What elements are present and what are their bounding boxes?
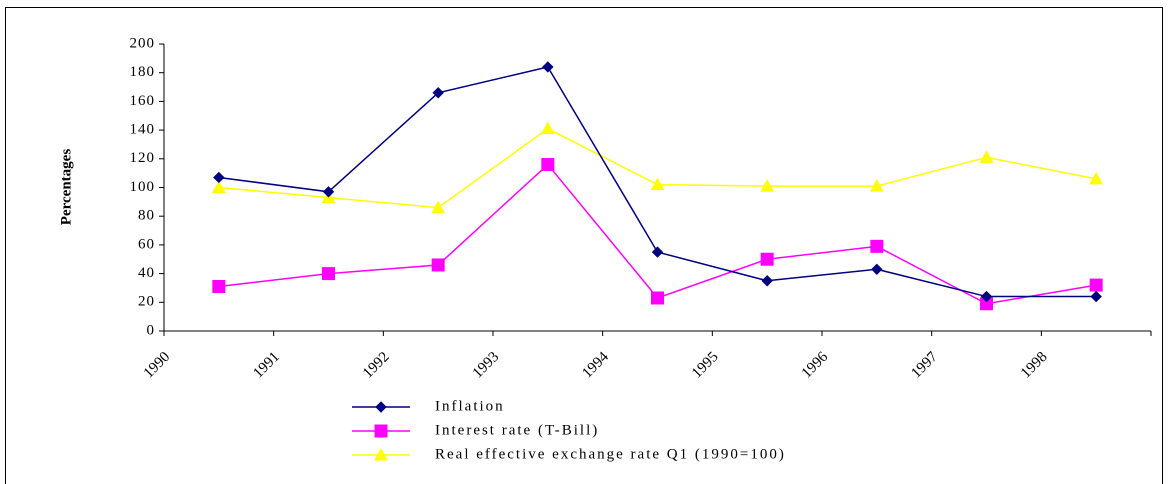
data-point [870, 239, 884, 253]
legend-label: Interest rate (T-Bill) [435, 422, 599, 438]
data-point [431, 200, 446, 214]
data-point [541, 158, 555, 172]
data-point [540, 121, 555, 135]
data-point [651, 291, 664, 305]
legend-marker [375, 401, 387, 413]
y-tick-label: 40 [138, 265, 155, 281]
y-tick-label: 160 [130, 93, 156, 109]
data-point [542, 61, 554, 73]
legend-marker [374, 447, 388, 461]
y-tick-label: 180 [130, 64, 156, 80]
y-axis-label: Percentages [58, 149, 74, 226]
data-point [980, 290, 993, 303]
y-tick-label: 0 [147, 322, 156, 338]
chart-border [5, 7, 1163, 484]
legend-label: Inflation [435, 398, 505, 414]
data-point [1089, 278, 1103, 292]
data-point [871, 263, 883, 276]
data-point [213, 171, 225, 184]
data-point [431, 258, 445, 272]
data-point [760, 252, 774, 266]
data-point [212, 280, 226, 294]
data-point [1090, 290, 1102, 303]
data-point [651, 246, 664, 258]
data-point [211, 180, 226, 193]
data-point [1089, 171, 1104, 185]
y-tick-label: 100 [130, 179, 156, 195]
y-tick-label: 120 [130, 150, 156, 166]
y-tick-label: 200 [130, 35, 156, 51]
data-point [869, 179, 884, 192]
y-tick-label: 60 [138, 236, 155, 252]
data-point [761, 275, 773, 287]
data-point [322, 267, 335, 281]
data-point [432, 87, 444, 99]
data-point [979, 150, 994, 163]
legend-marker [374, 424, 388, 438]
y-tick-label: 80 [138, 208, 155, 224]
data-point [650, 177, 665, 191]
legend-label: Real effective exchange rate Q1 (1990=10… [435, 446, 786, 462]
data-point [322, 186, 335, 198]
y-tick-label: 140 [130, 122, 156, 138]
y-tick-label: 20 [138, 294, 155, 310]
data-point [760, 179, 775, 192]
